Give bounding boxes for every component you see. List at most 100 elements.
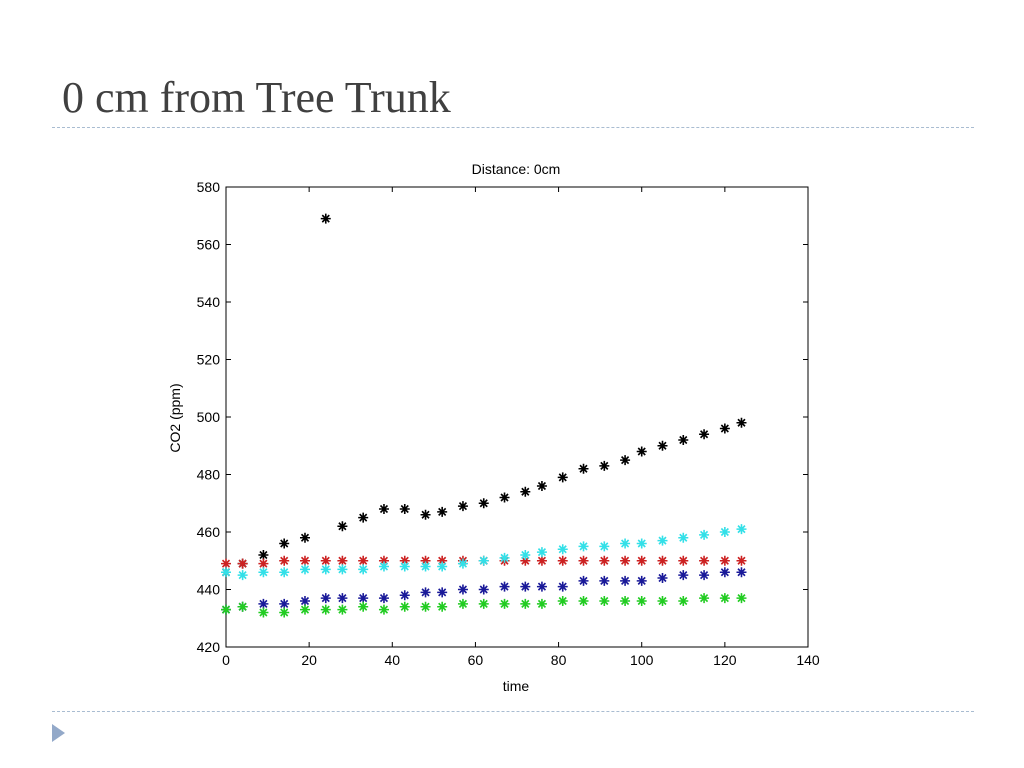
data-point — [599, 575, 610, 586]
data-point — [420, 561, 431, 572]
series-1 — [221, 213, 747, 578]
data-point — [736, 567, 747, 578]
data-marks — [221, 213, 747, 618]
data-point — [657, 555, 668, 566]
data-point — [578, 596, 589, 606]
y-tick-label: 440 — [197, 582, 221, 598]
data-point — [378, 504, 389, 514]
data-point — [221, 567, 231, 578]
data-point — [636, 555, 647, 566]
data-point — [337, 604, 348, 615]
data-point — [678, 555, 689, 566]
data-point — [557, 596, 568, 606]
data-point — [620, 538, 631, 549]
data-point — [578, 555, 589, 566]
data-point — [636, 446, 647, 457]
data-point — [557, 581, 568, 592]
data-point — [719, 527, 730, 537]
data-point — [678, 532, 689, 543]
data-point — [437, 506, 448, 517]
data-point — [320, 555, 331, 566]
data-point — [520, 598, 531, 609]
data-point — [478, 598, 489, 609]
data-point — [378, 604, 389, 615]
data-point — [258, 598, 269, 609]
data-point — [499, 552, 510, 563]
data-point — [420, 601, 431, 612]
data-point — [279, 598, 290, 609]
data-point — [520, 581, 531, 592]
data-point — [719, 423, 730, 434]
data-point — [599, 596, 610, 606]
data-point — [399, 561, 410, 572]
data-point — [536, 581, 547, 592]
data-point — [320, 604, 331, 615]
data-point — [420, 509, 431, 520]
data-point — [221, 604, 231, 615]
data-point — [279, 607, 290, 618]
x-tick-label: 120 — [713, 652, 737, 668]
data-point — [599, 460, 610, 471]
axis-ticks: 0 20 40 60 80 100 120 140 420 440 460 480 500 520 540 5… — [197, 179, 820, 668]
y-tick-label: 520 — [197, 352, 221, 368]
data-point — [557, 555, 568, 566]
data-point — [437, 601, 448, 612]
title-divider — [52, 127, 974, 128]
data-point — [299, 604, 310, 615]
data-point — [620, 596, 631, 606]
bullet-arrow-icon — [52, 724, 65, 742]
data-point — [320, 564, 331, 575]
data-point — [557, 544, 568, 555]
data-point — [320, 213, 331, 224]
data-point — [258, 607, 269, 618]
x-tick-label: 100 — [630, 652, 654, 668]
data-point — [337, 593, 348, 604]
y-axis-label: CO2 (ppm) — [167, 383, 183, 452]
data-point — [258, 567, 269, 578]
data-point — [536, 481, 547, 491]
x-tick-label: 80 — [551, 652, 567, 668]
x-tick-label: 60 — [468, 652, 484, 668]
data-point — [457, 558, 468, 569]
data-point — [620, 455, 631, 466]
data-point — [578, 541, 589, 552]
data-point — [520, 486, 531, 497]
data-point — [699, 555, 710, 566]
series-3 — [221, 524, 747, 581]
data-point — [299, 532, 310, 543]
data-point — [258, 558, 269, 569]
data-point — [520, 550, 531, 560]
data-point — [736, 593, 747, 604]
data-point — [699, 593, 710, 604]
footer-divider — [52, 711, 974, 712]
data-point — [499, 492, 510, 503]
data-point — [557, 472, 568, 483]
data-point — [378, 561, 389, 572]
data-point — [258, 550, 269, 560]
data-point — [578, 463, 589, 474]
data-point — [699, 529, 710, 540]
data-point — [736, 417, 747, 428]
data-point — [536, 547, 547, 558]
data-point — [420, 555, 431, 566]
data-point — [237, 558, 248, 569]
data-point — [221, 558, 231, 569]
data-point — [620, 575, 631, 586]
y-tick-label: 540 — [197, 294, 221, 310]
data-point — [457, 501, 468, 512]
data-point — [378, 555, 389, 566]
data-point — [358, 593, 369, 604]
data-point — [719, 555, 730, 566]
data-point — [399, 590, 410, 601]
data-point — [337, 564, 348, 575]
data-point — [299, 564, 310, 575]
data-point — [678, 570, 689, 581]
data-point — [399, 555, 410, 566]
x-tick-label: 40 — [384, 652, 400, 668]
data-point — [736, 524, 747, 535]
slide-title: 0 cm from Tree Trunk — [62, 73, 451, 122]
y-tick-label: 460 — [197, 524, 221, 540]
data-point — [437, 587, 448, 598]
data-point — [678, 435, 689, 445]
